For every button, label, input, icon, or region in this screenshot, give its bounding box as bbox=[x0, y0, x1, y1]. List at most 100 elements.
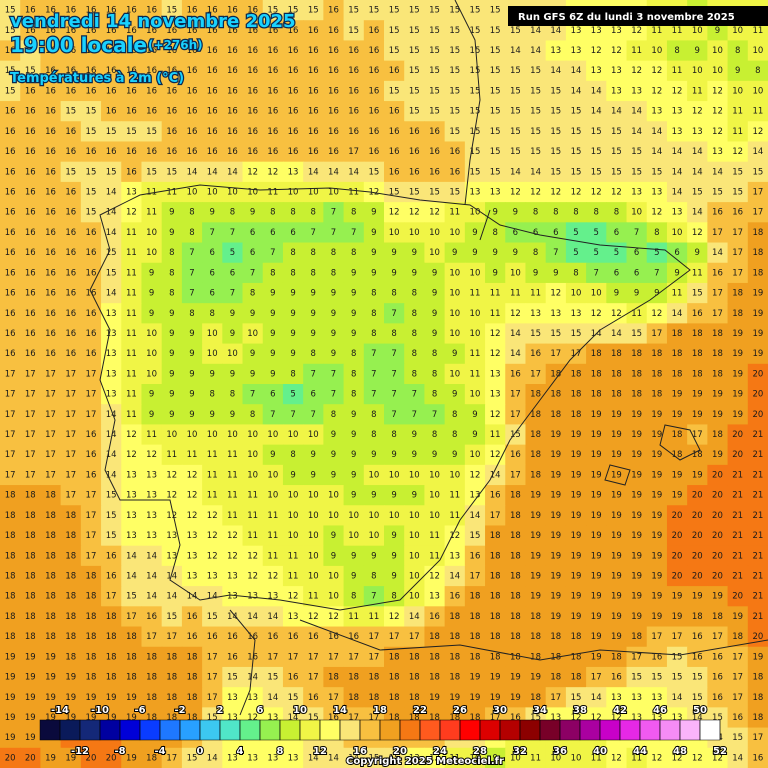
temperature-value: 15 bbox=[470, 26, 481, 36]
temperature-value: 9 bbox=[311, 309, 316, 319]
temperature-value: 14 bbox=[166, 572, 177, 582]
temperature-cell bbox=[303, 262, 324, 284]
temperature-cell bbox=[161, 646, 183, 668]
temperature-value: 18 bbox=[65, 592, 76, 602]
temperature-value: 14 bbox=[571, 66, 582, 76]
legend-swatch bbox=[559, 719, 581, 741]
temperature-cell bbox=[303, 464, 324, 486]
temperature-cell bbox=[485, 626, 506, 648]
temperature-cell bbox=[0, 545, 21, 567]
temperature-cell bbox=[242, 747, 264, 768]
temperature-cell bbox=[242, 303, 264, 324]
temperature-cell bbox=[687, 666, 708, 688]
temperature-cell bbox=[626, 525, 648, 547]
temperature-value: 9 bbox=[472, 228, 477, 238]
temperature-value: 12 bbox=[651, 208, 662, 218]
temperature-cell bbox=[606, 505, 628, 527]
temperature-cell bbox=[60, 60, 82, 82]
temperature-value: 12 bbox=[591, 309, 602, 319]
temperature-cell bbox=[80, 0, 102, 21]
temperature-value: 12 bbox=[490, 410, 501, 420]
temperature-cell bbox=[60, 242, 82, 264]
temperature-cell bbox=[626, 606, 648, 628]
temperature-value: 16 bbox=[348, 66, 359, 76]
temperature-value: 8 bbox=[250, 289, 255, 299]
temperature-cell bbox=[262, 666, 284, 688]
temperature-value: 9 bbox=[695, 248, 700, 258]
temperature-value: 19 bbox=[470, 673, 481, 683]
temperature-value: 16 bbox=[288, 26, 299, 36]
copyright: Copyright 2025 Meteociel.fr bbox=[346, 756, 504, 767]
temperature-cell bbox=[20, 60, 42, 82]
temperature-value: 8 bbox=[331, 248, 336, 258]
temperature-cell bbox=[262, 343, 284, 365]
temperature-value: 16 bbox=[247, 66, 258, 76]
temperature-value: 18 bbox=[672, 329, 683, 339]
temperature-value: 12 bbox=[611, 188, 622, 198]
legend-swatch bbox=[359, 719, 381, 741]
temperature-cell bbox=[40, 444, 62, 466]
temperature-cell bbox=[485, 121, 506, 143]
temperature-cell bbox=[60, 444, 82, 466]
temperature-cell bbox=[80, 60, 102, 82]
temperature-cell bbox=[666, 525, 688, 547]
temperature-value: 17 bbox=[45, 430, 56, 440]
temperature-cell bbox=[141, 101, 163, 122]
temperature-cell bbox=[464, 565, 486, 587]
temperature-value: 10 bbox=[470, 329, 481, 339]
temperature-value: 16 bbox=[65, 127, 76, 137]
temperature-cell bbox=[485, 161, 506, 183]
temperature-value: 10 bbox=[449, 470, 460, 480]
temperature-cell bbox=[0, 303, 21, 324]
temperature-cell bbox=[303, 60, 324, 82]
temperature-value: 8 bbox=[290, 369, 295, 379]
temperature-value: 16 bbox=[308, 86, 319, 96]
temperature-cell bbox=[424, 303, 446, 324]
temperature-value: 8 bbox=[553, 208, 558, 218]
temperature-value: 19 bbox=[611, 491, 622, 501]
temperature-value: 10 bbox=[247, 450, 258, 460]
temperature-value: 15 bbox=[86, 107, 97, 117]
temperature-value: 20 bbox=[692, 491, 703, 501]
temperature-cell bbox=[565, 101, 587, 122]
temperature-value: 18 bbox=[187, 673, 198, 683]
legend-label: 20 bbox=[393, 746, 407, 757]
temperature-cell bbox=[646, 40, 668, 62]
temperature-cell bbox=[80, 747, 102, 768]
temperature-value: 8 bbox=[311, 349, 316, 359]
temperature-value: 19 bbox=[530, 592, 541, 602]
temperature-cell bbox=[363, 323, 385, 345]
temperature-value: 7 bbox=[593, 268, 598, 278]
temperature-value: 16 bbox=[409, 147, 420, 157]
temperature-value: 15 bbox=[449, 188, 460, 198]
temperature-value: 15 bbox=[530, 86, 541, 96]
temperature-value: 10 bbox=[146, 329, 157, 339]
temperature-value: 16 bbox=[166, 147, 177, 157]
temperature-value: 20 bbox=[712, 491, 723, 501]
temperature-value: 16 bbox=[65, 208, 76, 218]
temperature-value: 16 bbox=[86, 26, 97, 36]
temperature-value: 12 bbox=[187, 511, 198, 521]
temperature-value: 10 bbox=[571, 753, 582, 763]
temperature-cell bbox=[505, 666, 527, 688]
temperature-value: 12 bbox=[712, 107, 723, 117]
temperature-cell bbox=[323, 60, 345, 82]
temperature-value: 17 bbox=[45, 450, 56, 460]
temperature-cell bbox=[505, 202, 527, 223]
temperature-value: 11 bbox=[267, 511, 278, 521]
temperature-value: 20 bbox=[672, 511, 683, 521]
temperature-cell bbox=[626, 485, 648, 506]
temperature-cell bbox=[303, 666, 324, 688]
temperature-value: 15 bbox=[631, 329, 642, 339]
temperature-value: 14 bbox=[247, 612, 258, 622]
temperature-cell bbox=[606, 303, 628, 324]
temperature-value: 16 bbox=[328, 26, 339, 36]
temperature-value: 19 bbox=[651, 470, 662, 480]
temperature-value: 18 bbox=[550, 673, 561, 683]
temperature-value: 18 bbox=[752, 713, 763, 723]
temperature-cell bbox=[161, 747, 183, 768]
temperature-value: 14 bbox=[106, 470, 117, 480]
temperature-value: 19 bbox=[550, 491, 561, 501]
temperature-value: 19 bbox=[550, 450, 561, 460]
temperature-cell bbox=[384, 40, 405, 62]
